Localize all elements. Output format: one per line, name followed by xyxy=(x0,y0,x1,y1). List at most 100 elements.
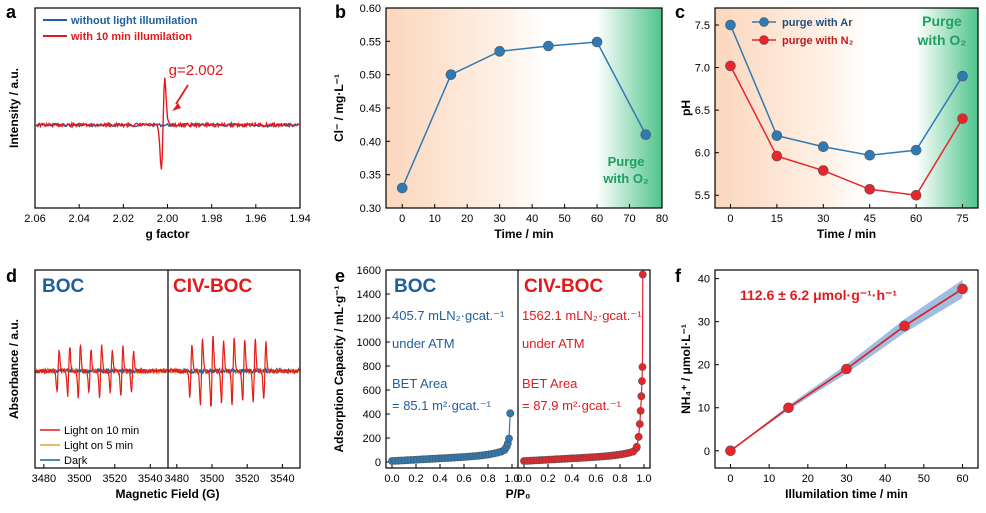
y-axis-label: Absorbance / a.u. xyxy=(7,319,21,419)
annotation-text: under ATM xyxy=(522,336,585,351)
y-tick-label: 1000 xyxy=(357,337,381,349)
y-tick-label: 0 xyxy=(375,457,381,469)
y-tick-label: 600 xyxy=(363,385,381,397)
y-tick-label: 40 xyxy=(698,274,710,286)
x-axis-label: g factor xyxy=(145,227,189,241)
x-tick-label: 0.0 xyxy=(516,473,531,485)
y-tick-label: 10 xyxy=(698,403,710,415)
y-tick-label: 0.55 xyxy=(360,36,381,48)
panel-label: d xyxy=(6,266,17,286)
x-tick-label: 40 xyxy=(879,473,891,485)
data-point xyxy=(771,150,783,162)
panel-f: f 0 10 20 30 40 50 60 0 10 20 30 40 NH₄⁺ / μmol·L⁻¹ Il… xyxy=(675,266,979,501)
panel-a: a 2.06 2.04 2.02 2.00 1.98 1.96 1.94 Intensity /… xyxy=(6,2,311,241)
data-point xyxy=(841,363,852,375)
y-tick-label: 0.60 xyxy=(360,3,381,15)
data-point xyxy=(910,189,922,201)
data-point xyxy=(505,434,513,443)
legend-label: Dark xyxy=(64,455,88,467)
x-tick-label: 3480 xyxy=(32,473,56,485)
x-tick-label: 1.0 xyxy=(504,473,519,485)
x-tick-label: 0 xyxy=(727,473,733,485)
legend-swatch-dot xyxy=(759,17,769,27)
panel-d: d 3480 3480 3500 3500 3520 3520 3540 3540 Absorba… xyxy=(6,266,301,501)
y-axis-label: NH₄⁺ / μmol·L⁻¹ xyxy=(679,324,693,414)
y-tick-label: 7.5 xyxy=(695,20,710,32)
panel-label: c xyxy=(675,2,685,22)
x-tick-label: 3500 xyxy=(67,473,91,485)
data-point xyxy=(543,40,554,52)
panel-e: e 0 200 400 600 800 1000 1200 1400 1600 0.0 0.0 0.2 0… xyxy=(332,265,652,501)
y-tick-label: 6.0 xyxy=(695,148,710,160)
data-point xyxy=(957,70,968,82)
annotation-g-value: g=2.002 xyxy=(169,62,224,79)
panel-label: b xyxy=(335,2,346,22)
x-axis-label: Illumilation time / min xyxy=(785,487,908,501)
data-point xyxy=(591,36,603,48)
data-point xyxy=(632,442,641,451)
purge-label: Purge xyxy=(608,154,645,169)
y-tick-label: 0.40 xyxy=(360,136,381,148)
legend-label: Light on 5 min xyxy=(64,440,133,452)
annotation-text: 405.7 mLN₂·gcat.⁻¹ xyxy=(392,308,505,323)
x-tick-label: 0.4 xyxy=(432,473,447,485)
panel-label: f xyxy=(675,266,682,286)
series-line-10-min xyxy=(35,77,300,170)
legend-label: without light illumilation xyxy=(70,15,198,27)
legend-label: purge with N₂ xyxy=(782,35,854,47)
x-tick-label: 0.8 xyxy=(480,473,495,485)
data-point xyxy=(899,320,910,332)
x-tick-label: 10 xyxy=(763,473,775,485)
purge-label: with O₂ xyxy=(917,32,967,48)
data-point xyxy=(638,377,646,386)
x-tick-label: 0.2 xyxy=(540,473,555,485)
rate-annotation: 112.6 ± 6.2 μmol·g⁻¹·h⁻¹ xyxy=(740,287,897,303)
annotation-text: under ATM xyxy=(392,336,455,351)
x-tick-label: 0.6 xyxy=(588,473,603,485)
x-tick-label: 0.8 xyxy=(612,473,627,485)
y-tick-label: 30 xyxy=(698,317,710,329)
data-point xyxy=(635,420,644,428)
data-point xyxy=(864,149,876,161)
data-point xyxy=(638,270,647,279)
y-tick-label: 400 xyxy=(363,409,381,421)
x-tick-label: 30 xyxy=(840,473,852,485)
purge-label: with O₂ xyxy=(602,171,649,186)
x-tick-label: 70 xyxy=(623,213,635,225)
data-point xyxy=(494,46,505,57)
series-line-without-light xyxy=(35,122,300,128)
annotation-text: BET Area xyxy=(392,376,448,391)
data-point xyxy=(817,141,829,153)
y-tick-label: 800 xyxy=(363,361,381,373)
data-point xyxy=(640,129,652,140)
x-tick-label: 20 xyxy=(461,213,473,225)
x-tick-label: 45 xyxy=(864,213,876,225)
title-right: CIV-BOC xyxy=(173,276,252,297)
panel-c: c 0 15 30 45 60 75 5.5 6.0 6.5 7.0 7.5 pH Time / min p… xyxy=(675,2,979,241)
title-left: BOC xyxy=(42,276,85,297)
x-axis-label: P/P₀ xyxy=(506,487,531,501)
y-tick-label: 0.30 xyxy=(360,203,381,215)
x-tick-label: 60 xyxy=(956,473,968,485)
y-tick-label: 1400 xyxy=(357,289,381,301)
annotation-arrow xyxy=(175,84,189,105)
x-tick-label: 0 xyxy=(399,213,405,225)
annotation-arrowhead xyxy=(172,103,181,111)
x-tick-label: 0.0 xyxy=(384,473,399,485)
x-tick-label: 75 xyxy=(956,213,968,225)
x-tick-label: 40 xyxy=(526,213,538,225)
y-axis-label: Adsorption Capacity / mL·g⁻¹ xyxy=(332,285,346,452)
data-point xyxy=(725,60,736,72)
x-tick-label: 3540 xyxy=(270,473,294,485)
x-tick-label: 3480 xyxy=(165,473,189,485)
y-tick-label: 200 xyxy=(363,433,381,445)
x-tick-label: 2.04 xyxy=(68,213,89,225)
y-tick-label: 1200 xyxy=(357,313,381,325)
series-line xyxy=(729,24,964,156)
x-tick-label: 2.02 xyxy=(113,213,134,225)
annotation-text: 1562.1 mLN₂·gcat.⁻¹ xyxy=(522,308,642,323)
background-green xyxy=(597,8,662,208)
x-tick-label: 10 xyxy=(429,213,441,225)
x-tick-label: 3520 xyxy=(103,473,127,485)
x-tick-label: 80 xyxy=(656,213,668,225)
